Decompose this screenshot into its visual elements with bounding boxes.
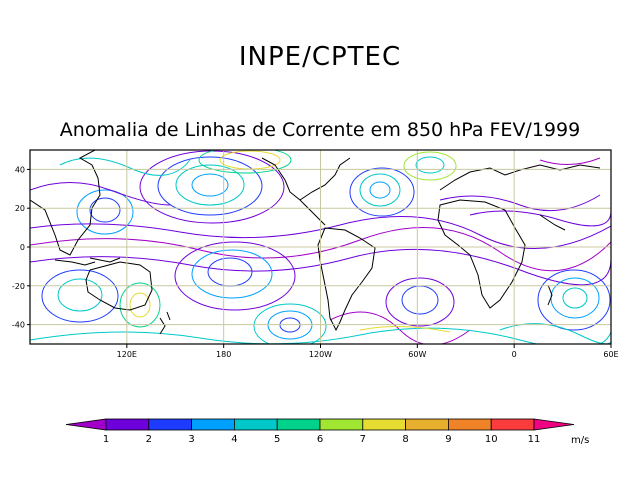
colorbar-segment bbox=[362, 418, 406, 431]
colorbar-label: 4 bbox=[231, 434, 237, 445]
latitude-ticks: 40 20 0 -20 -40 bbox=[12, 165, 30, 330]
colorbar-segment bbox=[319, 418, 364, 431]
lon-tick-label: 180 bbox=[216, 350, 231, 359]
colorbar-label: 2 bbox=[146, 434, 152, 445]
lat-tick-label: 40 bbox=[15, 165, 25, 174]
lat-tick-label: 0 bbox=[20, 243, 25, 252]
colorbar-label: 6 bbox=[317, 434, 323, 445]
colorbar-unit: m/s bbox=[571, 435, 589, 446]
colorbar-segment bbox=[405, 418, 449, 431]
colorbar-label: 7 bbox=[360, 434, 366, 445]
colorbar-segment bbox=[533, 418, 575, 431]
colorbar-label: 1 bbox=[103, 434, 109, 445]
map-subtitle: Anomalia de Linhas de Corrente em 850 hP… bbox=[59, 119, 581, 141]
colorbar-segment bbox=[233, 418, 278, 431]
lat-tick-label: -20 bbox=[12, 282, 25, 291]
page-title: INPE/CPTEC bbox=[238, 42, 402, 72]
lon-tick-label: 120W bbox=[309, 350, 332, 359]
lat-tick-label: -40 bbox=[12, 321, 25, 330]
colorbar-segment bbox=[148, 418, 193, 431]
colorbar-segment bbox=[490, 418, 535, 431]
lat-tick-label: 20 bbox=[15, 204, 25, 213]
colorbar-label: 8 bbox=[402, 434, 408, 445]
colorbar-segments bbox=[65, 418, 575, 431]
colorbar-label: 10 bbox=[485, 434, 498, 445]
colorbar-segment bbox=[276, 418, 321, 431]
lon-tick-label: 120E bbox=[117, 350, 137, 359]
coastlines bbox=[30, 150, 601, 335]
colorbar-segment bbox=[65, 418, 107, 431]
colorbar-label: 5 bbox=[274, 434, 280, 445]
lon-tick-label: 60E bbox=[603, 350, 618, 359]
colorbar-label: 9 bbox=[445, 434, 451, 445]
colorbar-label: 11 bbox=[528, 434, 541, 445]
lon-tick-label: 0 bbox=[512, 350, 517, 359]
colorbar-segment bbox=[447, 418, 492, 431]
colorbar-label: 3 bbox=[188, 434, 194, 445]
colorbar-segment bbox=[191, 418, 235, 431]
colorbar-segment bbox=[105, 418, 150, 431]
colorbar-labels: 1 2 3 4 5 6 7 8 9 10 11 bbox=[103, 434, 541, 445]
lon-tick-label: 60W bbox=[408, 350, 426, 359]
longitude-ticks: 120E 180 120W 60W 0 60E bbox=[117, 344, 619, 359]
